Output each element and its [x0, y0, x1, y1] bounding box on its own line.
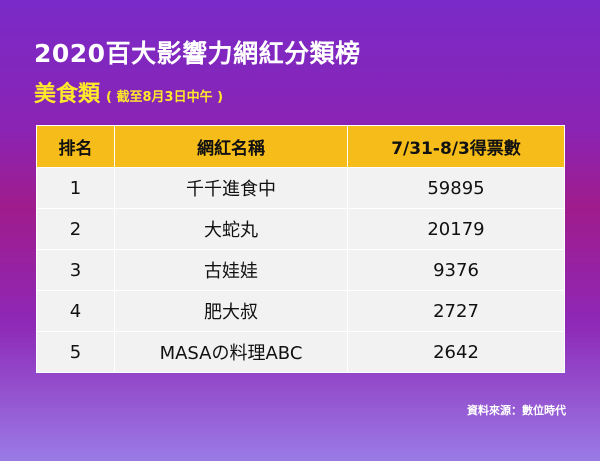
name-cell: 古娃娃 — [114, 249, 348, 291]
votes-cell: 59895 — [347, 167, 565, 209]
votes-cell: 20179 — [347, 208, 565, 250]
column-header-name: 網紅名稱 — [114, 125, 348, 168]
table-row: 5 MASAの料理ABC 2642 — [36, 331, 565, 373]
category-subtitle: 美食類 ( 截至8月3日中午 ) — [34, 76, 223, 108]
rank-cell: 2 — [36, 208, 115, 250]
source-credit: 資料來源：數位時代 — [467, 404, 566, 417]
table-row: 4 肥大叔 2727 — [36, 290, 565, 332]
cutoff-note: ( 截至8月3日中午 ) — [106, 90, 224, 105]
column-header-rank: 排名 — [36, 125, 115, 168]
rank-cell: 1 — [36, 167, 115, 209]
table-header-row: 排名 網紅名稱 7/31-8/3得票數 — [36, 125, 565, 168]
rank-cell: 3 — [36, 249, 115, 291]
category-label: 美食類 — [34, 82, 101, 107]
table-row: 1 千千進食中 59895 — [36, 167, 565, 209]
votes-cell: 9376 — [347, 249, 565, 291]
table-row: 2 大蛇丸 20179 — [36, 208, 565, 250]
column-header-votes: 7/31-8/3得票數 — [347, 125, 565, 168]
votes-cell: 2642 — [347, 331, 565, 373]
votes-cell: 2727 — [347, 290, 565, 332]
name-cell: 大蛇丸 — [114, 208, 348, 250]
table-row: 3 古娃娃 9376 — [36, 249, 565, 291]
name-cell: 肥大叔 — [114, 290, 348, 332]
rank-cell: 4 — [36, 290, 115, 332]
ranking-table: 排名 網紅名稱 7/31-8/3得票數 1 千千進食中 59895 2 大蛇丸 … — [36, 125, 565, 373]
page-title: 2020百大影響力網紅分類榜 — [34, 39, 361, 68]
name-cell: MASAの料理ABC — [114, 331, 348, 373]
name-cell: 千千進食中 — [114, 167, 348, 209]
rank-cell: 5 — [36, 331, 115, 373]
